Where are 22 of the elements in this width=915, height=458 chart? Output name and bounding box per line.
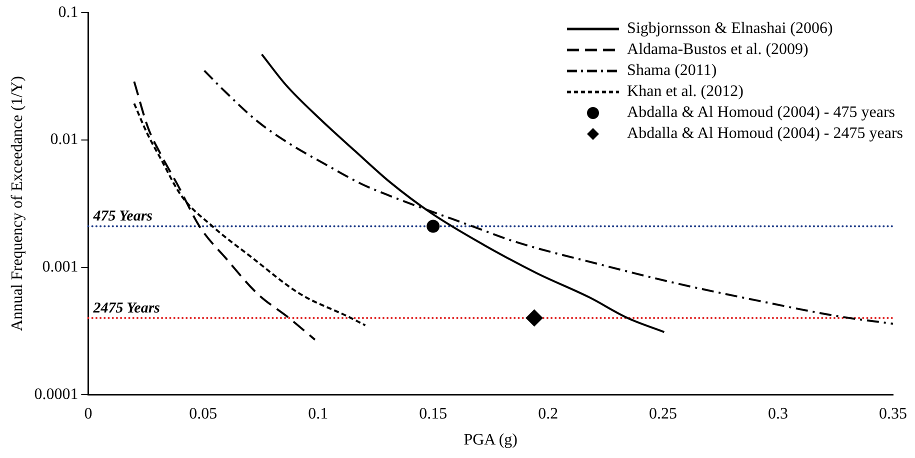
x-tick-label: 0.2 (538, 405, 558, 422)
x-tick-label: 0.25 (649, 405, 678, 422)
y-tick-label: 0.001 (42, 258, 78, 276)
y-tick-label: 0.01 (50, 131, 78, 148)
ref-line-label: 475 Years (92, 208, 153, 225)
legend-label: Abdalla & Al Homoud (2004) - 475 years (627, 103, 895, 123)
x-tick-label: 0.15 (419, 405, 448, 422)
legend-label: Abdalla & Al Homoud (2004) - 2475 years (627, 124, 903, 144)
x-axis-title: PGA (g) (464, 432, 518, 449)
x-tick-label: 0.05 (189, 405, 218, 422)
x-tick-label: 0 (84, 405, 92, 422)
x-tick-label: 0.35 (879, 405, 907, 422)
legend-label: Aldama-Bustos et al. (2009) (627, 40, 808, 60)
legend-label: Shama (2011) (627, 61, 717, 81)
legend-label: Khan et al. (2012) (627, 82, 744, 102)
x-tick-label: 0.3 (768, 405, 788, 422)
x-tick-label: 0.1 (308, 405, 328, 422)
y-tick-label: 0.0001 (34, 386, 78, 403)
ref-line-label: 2475 Years (92, 300, 160, 316)
legend-label: Sigbjornsson & Elnashai (2006) (627, 19, 833, 39)
y-axis-title: Annual Frequency of Exceedance (1/Y) (8, 76, 26, 332)
y-tick-label: 0.1 (58, 4, 78, 21)
